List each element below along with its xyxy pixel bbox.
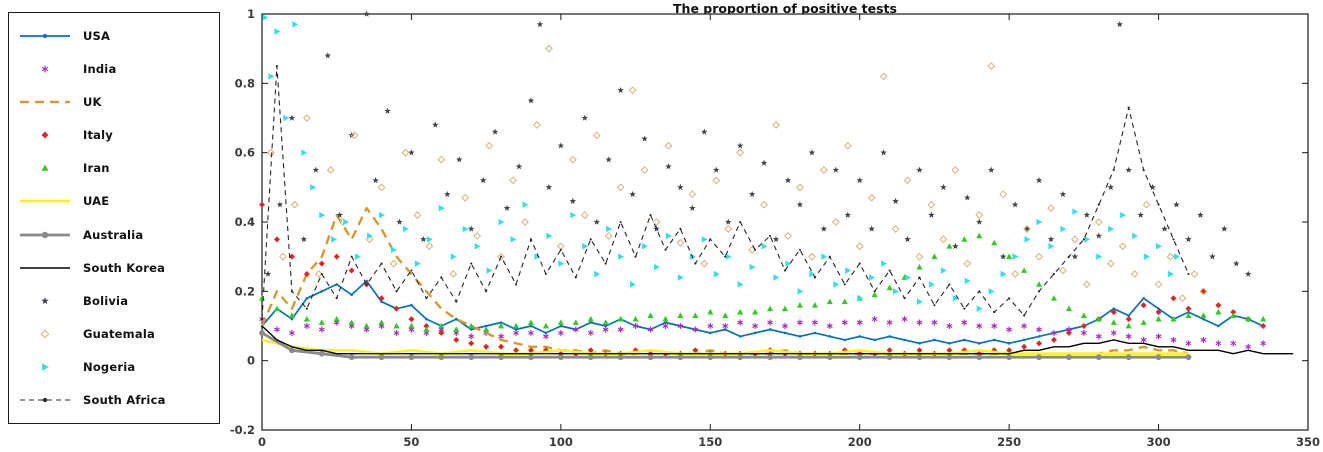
legend-sample-south-africa-icon [20, 398, 70, 403]
x-tick-label: 300 [1147, 435, 1171, 449]
legend-label: Iran [83, 161, 110, 176]
legend-item-iran: Iran [9, 156, 219, 180]
legend-label: Australia [83, 227, 144, 242]
legend-item-south-africa: South Africa [9, 388, 219, 412]
legend-item-australia: Australia [9, 223, 219, 247]
axes-box [261, 13, 1309, 431]
legend-item-india: India [9, 57, 219, 81]
y-tick-label: 0.8 [235, 76, 255, 90]
series-south-korea [261, 325, 1294, 355]
legend-sample-usa-icon [20, 33, 70, 38]
series-south-africa [260, 64, 1190, 321]
legend-label: USA [83, 28, 111, 43]
legend-label: South Korea [83, 260, 166, 275]
legend-item-italy: Italy [9, 123, 219, 147]
legend-item-south-korea: South Korea [9, 256, 219, 280]
legend-label: Italy [83, 128, 113, 143]
y-tick-label: 0.6 [235, 146, 255, 160]
x-tick-label: 200 [848, 435, 872, 449]
axis-ticks: 0 50 100 150 200 250 300 350-0.200.20.40.60.81 [230, 7, 1320, 449]
y-tick-label: -0.2 [230, 423, 255, 437]
y-tick-label: 0 [247, 354, 255, 368]
legend-sample-guatemala-icon [40, 329, 50, 339]
legend-sample-australia-icon [20, 231, 70, 238]
series-guatemala [267, 44, 1208, 303]
series-iran [258, 232, 1267, 332]
legend-label: UK [83, 94, 102, 109]
legend-label: South Africa [83, 393, 166, 408]
x-tick-label: 100 [549, 435, 573, 449]
x-tick-label: 150 [698, 435, 722, 449]
legend-sample-uk-icon [20, 100, 70, 104]
legend-label: Bolivia [83, 293, 129, 308]
y-tick-label: 0.2 [235, 284, 255, 298]
series-australia [259, 330, 1192, 361]
legend: USA India UK Italy Iran UAE Australia South Kor… [8, 12, 220, 424]
legend-item-guatemala: Guatemala [9, 322, 219, 346]
legend-label: UAE [83, 194, 110, 209]
series-nogeria [262, 14, 1180, 312]
x-tick-label: 350 [1296, 435, 1320, 449]
y-tick-label: 1 [247, 7, 255, 21]
x-tick-label: 50 [403, 435, 419, 449]
legend-label: Guatemala [83, 326, 155, 341]
x-tick-label: 250 [997, 435, 1021, 449]
legend-label: Nogeria [83, 360, 136, 375]
legend-sample-iran-icon [41, 164, 49, 171]
legend-item-uae: UAE [9, 189, 219, 213]
legend-sample-bolivia-icon [41, 296, 49, 304]
series-bolivia [264, 10, 1252, 277]
legend-sample-nogeria-icon [42, 363, 49, 371]
legend-item-uk: UK [9, 90, 219, 114]
legend-sample-south-korea-icon [20, 266, 70, 269]
legend-sample-india-icon [41, 65, 49, 73]
y-tick-label: 0.4 [235, 215, 255, 229]
legend-item-usa: USA [9, 24, 219, 48]
legend-sample-uae-icon [20, 200, 70, 203]
legend-label: India [83, 61, 117, 76]
legend-item-bolivia: Bolivia [9, 289, 219, 313]
x-tick-label: 0 [258, 435, 266, 449]
series-india [259, 316, 1267, 350]
legend-item-nogeria: Nogeria [9, 355, 219, 379]
chart-title: The proportion of positive tests [673, 1, 897, 16]
legend-sample-italy-icon [41, 131, 49, 139]
